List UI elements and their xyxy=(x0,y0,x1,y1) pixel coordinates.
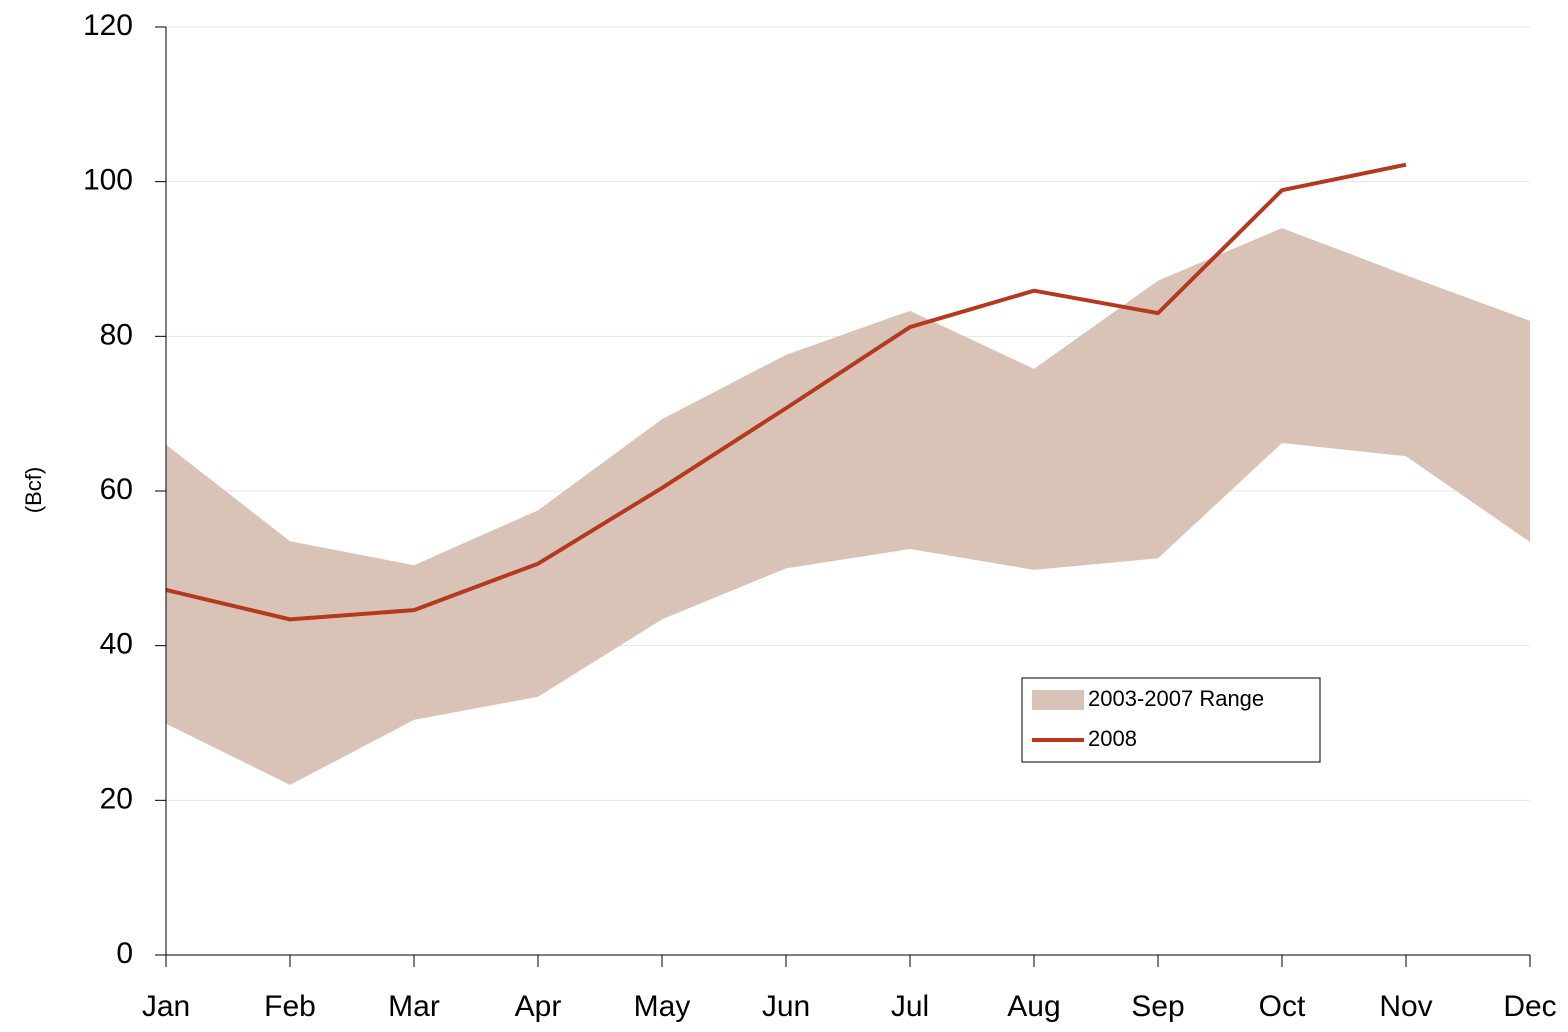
range-area xyxy=(166,228,1530,785)
x-tick-label: Apr xyxy=(515,990,562,1023)
y-tick-label: 120 xyxy=(83,9,133,42)
y-tick-label: 80 xyxy=(100,318,133,351)
y-tick-label: 0 xyxy=(116,937,133,970)
y-tick-label: 100 xyxy=(83,164,133,197)
x-tick-label: Mar xyxy=(388,990,440,1023)
x-tick-label: Jan xyxy=(142,990,190,1023)
x-tick-label: Aug xyxy=(1007,990,1060,1023)
x-tick-label: Dec xyxy=(1503,990,1556,1023)
x-tick-label: Jun xyxy=(762,990,810,1023)
y-axis-label: (Bcf) xyxy=(21,467,46,513)
legend-label: 2003-2007 Range xyxy=(1088,686,1264,711)
y-tick-label: 20 xyxy=(100,782,133,815)
x-tick-label: Oct xyxy=(1259,990,1306,1023)
x-tick-label: May xyxy=(634,990,691,1023)
x-tick-label: Feb xyxy=(264,990,316,1023)
x-tick-label: Sep xyxy=(1131,990,1184,1023)
x-tick-label: Jul xyxy=(891,990,929,1023)
series-line xyxy=(165,162,1407,622)
y-tick-label: 40 xyxy=(100,628,133,661)
x-tick-label: Nov xyxy=(1379,990,1432,1023)
legend-label: 2008 xyxy=(1088,726,1137,751)
legend-swatch xyxy=(1032,690,1084,710)
y-tick-label: 60 xyxy=(100,473,133,506)
